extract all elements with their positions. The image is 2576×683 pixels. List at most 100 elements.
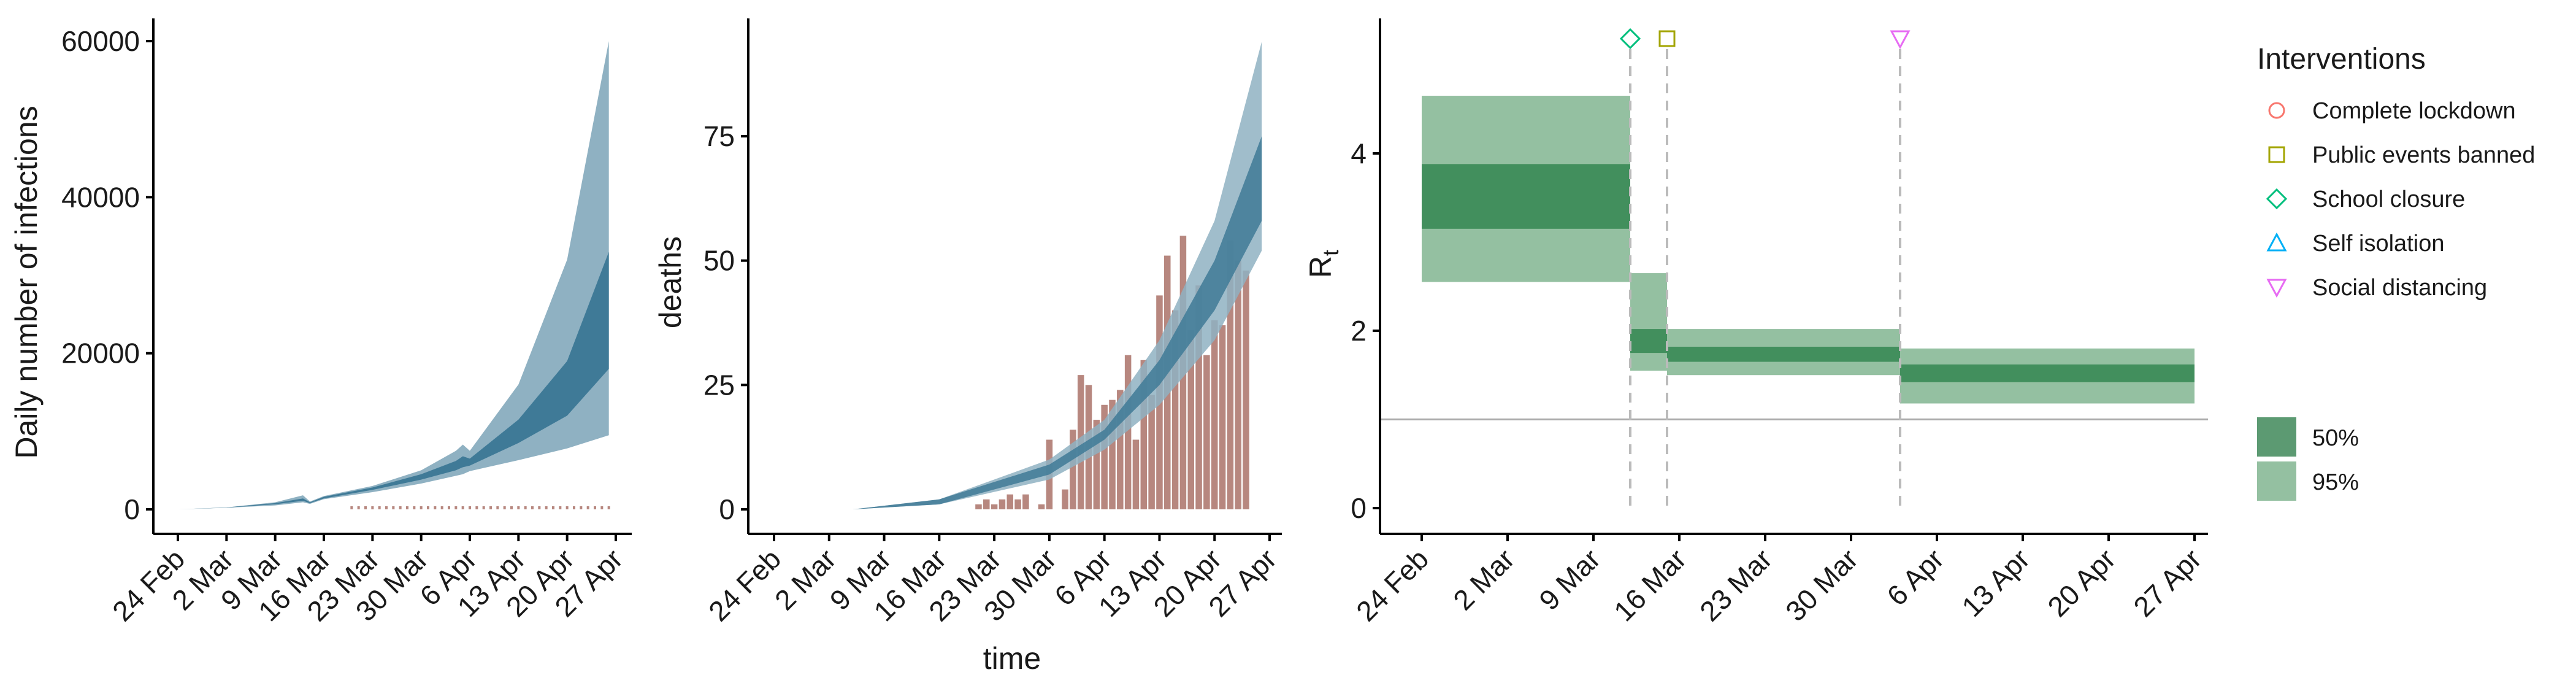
infections-observed-bar (413, 506, 416, 509)
deaths-bar (1006, 494, 1014, 509)
legend-title: Interventions (2257, 43, 2426, 75)
rt-plot-area: 0 2 4 24 Feb 2 Mar 9 Mar 16 Mar 23 Mar 30 Mar 6 A… (1350, 18, 2208, 627)
rt-95-band (1630, 273, 1667, 371)
deaths-bar (1014, 499, 1021, 509)
y-tick-label: 4 (1351, 137, 1367, 169)
x-tick-label: 16 Mar (1608, 542, 1692, 627)
rt-50-band (1667, 347, 1900, 362)
x-tick-label: 13 Apr (1955, 542, 2036, 623)
deaths-95-band (853, 41, 1262, 510)
legend-marker (2268, 146, 2285, 163)
x-tick-label: 24 Feb (702, 542, 787, 627)
infections-observed-bar (607, 506, 610, 509)
x-tick-label: 2 Mar (769, 542, 842, 616)
legend-bands: 50% 95% (2257, 417, 2359, 501)
infections-observed-bar (600, 506, 604, 509)
y-tick-label: 75 (703, 120, 735, 152)
infections-observed-bar (510, 506, 513, 509)
infections-95-band (178, 41, 609, 509)
deaths-y-axis-label: deaths (653, 236, 688, 328)
infections-observed-bar (524, 506, 527, 509)
infections-observed-bar (573, 506, 575, 509)
legend-items: Complete lockdown Public events banned Sch… (2266, 98, 2535, 301)
infections-observed-bar (559, 506, 562, 509)
infections-observed-bar (385, 506, 388, 509)
x-tick-label: 20 Apr (2041, 542, 2122, 623)
intervention-marker (1890, 30, 1911, 50)
deaths-bar (1109, 399, 1116, 509)
deaths-bar (1227, 241, 1234, 509)
y-tick-label: 25 (703, 369, 735, 401)
infections-observed-bar (594, 506, 596, 509)
deaths-bar (1093, 420, 1100, 509)
infections-observed-bar (440, 506, 443, 509)
infections-observed-bar (538, 506, 541, 509)
infections-observed-bar (357, 506, 360, 509)
infections-50-band (178, 252, 609, 509)
infections-observed-bar (565, 506, 569, 509)
deaths-bar (1070, 430, 1076, 509)
infections-observed-bar (392, 506, 395, 509)
infections-observed-bar (371, 506, 374, 509)
deaths-bar (1062, 489, 1068, 509)
x-tick-label: 27 Apr (2127, 542, 2207, 623)
infections-observed-bar (586, 506, 589, 509)
rt-50-band (1900, 364, 2195, 382)
legend-band-label: 95% (2312, 469, 2359, 495)
rt-panel: 0 2 4 24 Feb 2 Mar 9 Mar 16 Mar 23 Mar 30 Mar 6 A… (1303, 18, 2208, 627)
legend-item-label: School closure (2312, 187, 2465, 212)
rt-y-axis-label: Rt (1303, 250, 1343, 278)
deaths-bar (1219, 325, 1226, 509)
deaths-bar (1140, 360, 1148, 509)
infections-observed-bar (364, 506, 367, 509)
infections-observed-bar (378, 506, 381, 509)
deaths-bar (1038, 504, 1045, 509)
deaths-bar (1243, 270, 1249, 509)
infections-observed-bar (503, 506, 506, 509)
deaths-bar (991, 504, 998, 509)
deaths-x-axis-label: time (983, 641, 1041, 676)
legend-band-swatch (2257, 417, 2296, 457)
infections-observed-bar (406, 506, 408, 509)
deaths-bar (1203, 355, 1210, 509)
legend-marker (2266, 279, 2287, 298)
deaths-bar (1022, 494, 1029, 509)
x-tick-label: 24 Feb (1350, 542, 1435, 627)
legend-band-label: 50% (2312, 425, 2359, 451)
legend-item-label: Self isolation (2312, 231, 2444, 257)
deaths-bar (1171, 310, 1179, 509)
infections-observed-bar (454, 506, 458, 509)
deaths-bar (1101, 404, 1108, 509)
infections-observed-bar (399, 506, 402, 509)
infections-observed-bar (448, 506, 450, 509)
infections-observed-bar (517, 506, 520, 509)
y-tick-label: 60000 (61, 25, 140, 57)
x-tick-label: 9 Mar (1533, 542, 1606, 616)
infections-observed-bar (427, 506, 429, 509)
intervention-marker (1619, 28, 1641, 50)
y-tick-label: 50 (703, 245, 735, 277)
legend-item-label: Complete lockdown (2312, 98, 2516, 124)
rt-50-band (1422, 164, 1630, 229)
legend: Interventions Complete lockdown Public ev… (2257, 43, 2535, 501)
x-tick-label: 30 Mar (1779, 542, 1864, 627)
legend-marker (2268, 102, 2285, 119)
y-tick-label: 0 (1351, 492, 1367, 524)
y-tick-label: 40000 (61, 181, 140, 213)
y-tick-label: 0 (719, 493, 735, 525)
infections-observed-bar (580, 506, 583, 509)
infections-observed-bar (531, 506, 534, 509)
infections-observed-bar (482, 506, 485, 509)
legend-band-swatch (2257, 461, 2296, 501)
infections-observed-bar (496, 506, 499, 509)
deaths-bar (1124, 355, 1132, 509)
infections-observed-bar (545, 506, 548, 509)
deaths-bar (975, 504, 982, 509)
legend-marker (2266, 232, 2287, 252)
x-tick-label: 23 Mar (1693, 542, 1778, 627)
infections-y-axis-label: Daily number of infections (9, 106, 44, 458)
